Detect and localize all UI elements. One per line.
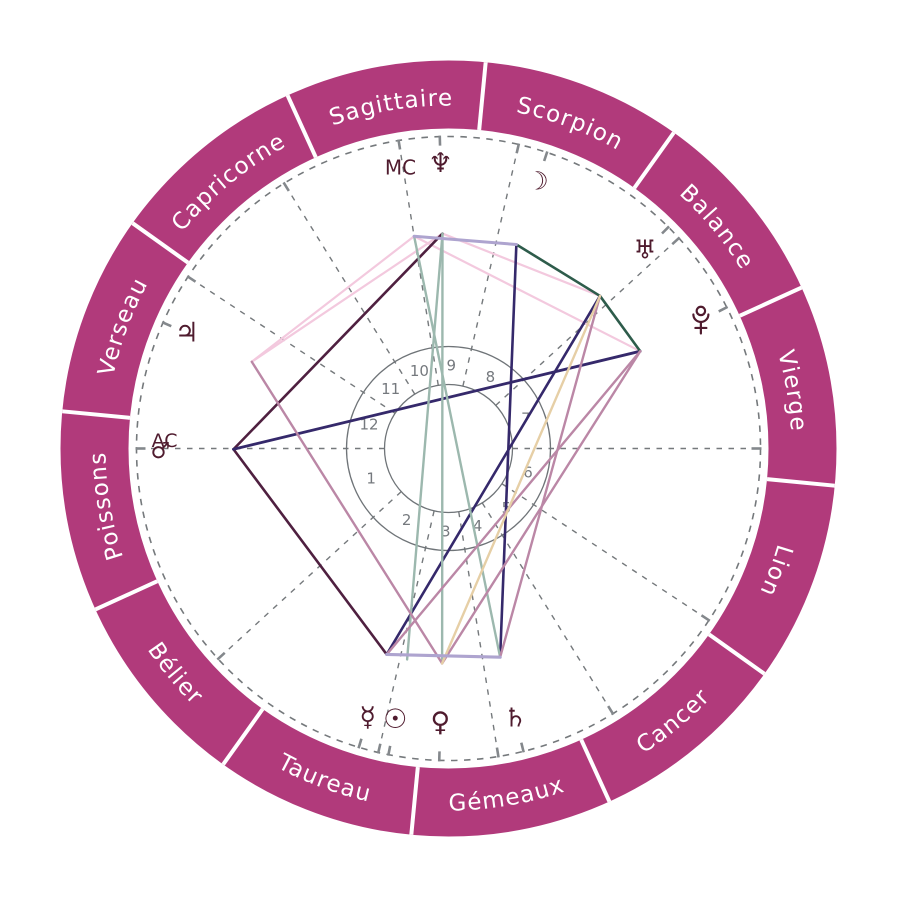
house-cusp-line-12 — [187, 276, 396, 414]
house-number-2: 2 — [402, 511, 412, 529]
degree-tick — [216, 651, 226, 661]
planet-glyph-moon: ☽ — [526, 166, 548, 195]
sign-divider-8 — [409, 766, 420, 835]
aspect-line-uranus-venus — [440, 294, 602, 665]
aspect-line-mercury-uranus — [385, 294, 602, 656]
house-cusp-line-6 — [501, 483, 710, 621]
sign-divider-2 — [477, 62, 488, 131]
aspect-line-mc-pluto — [413, 235, 642, 353]
house-number-12: 12 — [359, 416, 378, 434]
planet-glyph-uranus: ♅ — [633, 236, 656, 266]
aspect-line-mercury-saturn — [385, 652, 502, 659]
aspect-line-mc-saturn — [412, 235, 502, 659]
house-number-11: 11 — [381, 380, 400, 398]
degree-tick — [386, 745, 392, 756]
degree-tick — [542, 151, 549, 162]
planet-glyph-venus: ♀ — [430, 707, 450, 738]
sign-divider-9 — [579, 738, 612, 803]
degree-tick — [718, 305, 729, 313]
house-number-8: 8 — [486, 368, 496, 386]
house-ring-inner-circle — [383, 383, 514, 514]
aspect-line-jupiter-neptune — [250, 232, 444, 363]
planet-glyph-neptune: ♆ — [428, 148, 452, 179]
degree-tick — [607, 705, 615, 716]
aspect-line-neptune-mars — [232, 232, 444, 451]
aspect-line-mc-moon — [412, 234, 518, 246]
house-number-9: 9 — [446, 357, 456, 375]
angle-label-ac: AC — [152, 430, 178, 452]
house-number-10: 10 — [410, 362, 429, 380]
degree-tick — [186, 275, 197, 283]
sign-divider-0 — [738, 285, 803, 318]
degree-tick — [282, 181, 290, 192]
house-number-4: 4 — [473, 517, 483, 535]
house-cusp-line-2 — [217, 491, 402, 660]
sign-divider-4 — [131, 221, 190, 265]
pluto-orb — [695, 305, 707, 317]
degree-tick — [700, 614, 711, 622]
house-cusp-line-9 — [462, 144, 520, 387]
aspect-line-mars-pluto — [232, 349, 642, 451]
aspect-line-jupiter-venus — [250, 360, 444, 665]
planet-glyph-mercury: ☿ — [359, 702, 376, 733]
sign-divider-6 — [94, 579, 159, 612]
degree-tick — [397, 139, 402, 150]
degree-tick — [515, 143, 521, 154]
degree-tick — [495, 747, 500, 758]
house-number-3: 3 — [441, 522, 451, 540]
house-cusp-line-4 — [458, 511, 500, 757]
degree-tick — [661, 225, 670, 235]
degree-tick — [671, 236, 681, 246]
degree-tick — [161, 321, 172, 328]
sign-divider-11 — [766, 477, 835, 488]
aspect-line-neptune-uranus — [441, 232, 602, 298]
house-number-6: 6 — [523, 463, 533, 481]
aspect-line-mars-mercury — [232, 447, 389, 656]
planet-glyph-pluto — [692, 305, 710, 335]
aspect-line-neptune-sun — [405, 232, 444, 661]
sign-divider-7 — [221, 707, 265, 766]
planet-glyph-mars: ♂ — [151, 439, 171, 464]
sign-divider-3 — [285, 94, 318, 159]
degree-tick — [520, 742, 525, 753]
aspect-line-jupiter-mc — [250, 235, 416, 363]
planet-glyph-sun: ☉ — [383, 704, 407, 735]
sign-divider-10 — [707, 632, 766, 676]
planet-glyph-jupiter: ♃ — [175, 318, 199, 349]
house-number-1: 1 — [366, 470, 376, 488]
sign-divider-1 — [632, 131, 676, 190]
degree-tick — [376, 743, 382, 754]
aspect-line-uranus-pluto — [598, 294, 642, 353]
planet-glyph-saturn: ♄ — [504, 703, 527, 733]
angle-label-mc: MC — [385, 156, 416, 180]
sign-divider-5 — [62, 409, 131, 420]
aspect-line-moon-uranus — [515, 243, 602, 298]
house-cusp-line-11 — [283, 182, 416, 395]
zodiac-ring — [60, 60, 837, 837]
aspect-line-uranus-saturn — [498, 294, 602, 659]
degree-tick — [357, 738, 363, 749]
aspect-line-pluto-mercury — [385, 350, 642, 656]
